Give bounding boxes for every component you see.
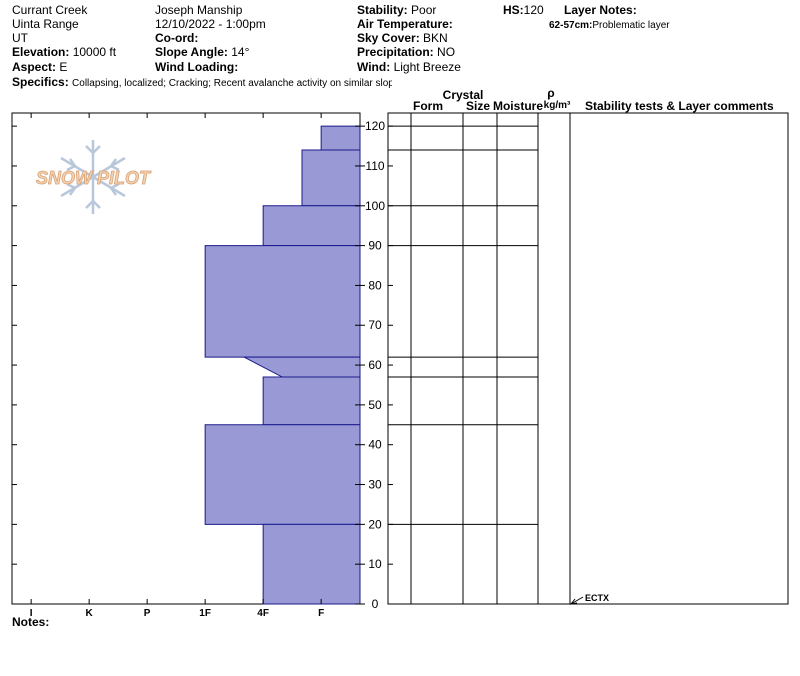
air-temp-label: Air Temperature:: [357, 17, 453, 31]
y-tick-label: 10: [368, 557, 382, 571]
label: HS:: [503, 3, 524, 17]
value: 10000 ft: [73, 45, 117, 59]
layer-bar: [204, 245, 361, 358]
value: Problematic layer: [592, 20, 670, 31]
layer-bar: [262, 523, 361, 605]
header: Currant Creek Uinta Range UT Elevation: …: [12, 3, 670, 89]
label: Wind:: [357, 60, 390, 74]
density-unit: kg/m³: [544, 100, 571, 111]
y-tick-label: 90: [368, 239, 382, 253]
observer: Joseph Manship: [155, 3, 243, 17]
value: 120: [524, 3, 544, 17]
stability: Stability: Poor: [357, 3, 436, 17]
y-tick-label: 100: [365, 199, 385, 213]
location: Currant Creek: [12, 3, 88, 17]
form: Form: [413, 99, 443, 113]
y-tick-label: 20: [368, 517, 382, 531]
y-tick-label: 30: [368, 478, 382, 492]
notes-label: Notes:: [12, 615, 49, 629]
test-arrowhead: [569, 598, 578, 605]
value: BKN: [423, 31, 448, 45]
x-tick-label: P: [144, 608, 151, 619]
value: Collapsing, localized; Cracking; Recent …: [72, 78, 404, 89]
layer-notes-label: Layer Notes:: [564, 3, 637, 17]
y-tick-label: 40: [368, 438, 382, 452]
layer-bar: [301, 149, 361, 207]
x-tick-label: 4F: [257, 608, 269, 619]
label: Elevation:: [12, 45, 69, 59]
value: Poor: [411, 3, 436, 17]
table-frame: [387, 112, 789, 605]
label: Precipitation:: [357, 45, 434, 59]
crystal: Crystal: [443, 88, 484, 102]
range: Uinta Range: [12, 17, 79, 31]
state: UT: [12, 31, 29, 45]
precip: Precipitation: NO: [357, 45, 455, 59]
value: E: [59, 60, 67, 74]
x-tick-label: K: [86, 608, 94, 619]
layer-bar: [204, 424, 361, 525]
x-tick-label: F: [318, 608, 324, 619]
aspect: Aspect: E: [12, 60, 67, 74]
table-columns: [410, 113, 571, 604]
moisture: Moisture: [493, 99, 543, 113]
datetime: 12/10/2022 - 1:00pm: [155, 17, 266, 31]
layer-bar: [262, 376, 361, 426]
elevation: Elevation: 10000 ft: [12, 45, 117, 59]
y-tick-label: 70: [368, 318, 382, 332]
x-tick-label: I: [30, 608, 33, 619]
y-tick-label: 0: [372, 597, 379, 611]
logo: [60, 140, 126, 214]
y-tick-label: 50: [368, 398, 382, 412]
y-tick-label: 80: [368, 278, 382, 292]
label: Stability:: [357, 3, 408, 17]
label: Specifics:: [12, 75, 69, 89]
layer-note: 62-57cm:Problematic layer: [549, 20, 670, 31]
y-tick-label: 60: [368, 358, 382, 372]
label: Aspect:: [12, 60, 56, 74]
rho: ρ: [547, 86, 554, 100]
y-tick-label: 120: [365, 119, 385, 133]
label: Sky Cover:: [357, 31, 420, 45]
coord-label: Co-ord:: [155, 31, 198, 45]
layer-bar: [262, 205, 361, 247]
logo-text: SNOW PILOT: [36, 168, 152, 188]
table-header: Crystal Form Size Moisture ρ kg/m³ Stabi…: [413, 86, 774, 113]
value: NO: [437, 45, 455, 59]
sky: Sky Cover: BKN: [357, 31, 448, 45]
x-tick-label: 1F: [199, 608, 211, 619]
hs: HS:120: [503, 3, 544, 17]
wind: Wind: Light Breeze: [357, 60, 461, 74]
label: 62-57cm:: [549, 20, 592, 31]
layer-bar: [243, 356, 361, 378]
size: Size: [466, 99, 490, 113]
label: Slope Angle:: [155, 45, 228, 59]
specifics: Specifics: Collapsing, localized; Cracki…: [12, 75, 404, 89]
wind-loading-label: Wind Loading:: [155, 60, 238, 74]
test-result: ECTX: [585, 593, 609, 603]
test-arrow: [570, 596, 584, 605]
comments: Stability tests & Layer comments: [585, 99, 774, 113]
slope: Slope Angle: 14°: [155, 45, 250, 59]
layer-bar: [320, 125, 361, 151]
y-tick-label: 110: [365, 159, 384, 173]
value: 14°: [231, 45, 249, 59]
value: Light Breeze: [394, 60, 462, 74]
